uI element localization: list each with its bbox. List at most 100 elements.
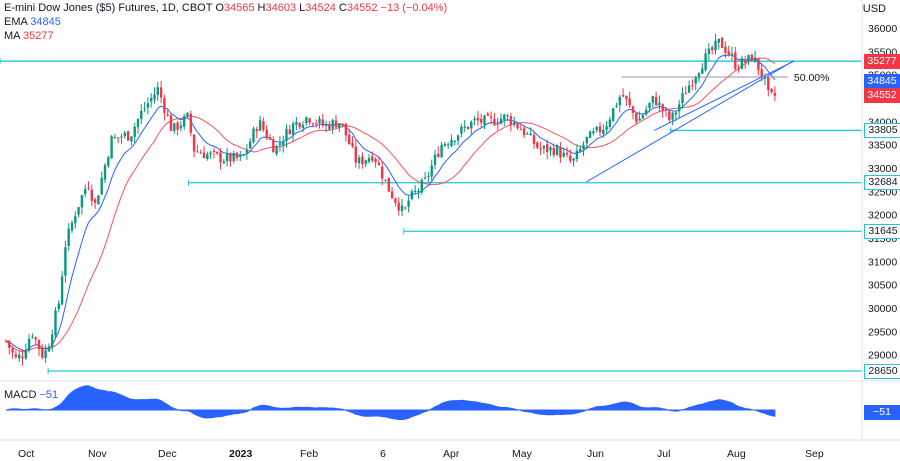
candle-body bbox=[489, 116, 493, 118]
fib-label: 50.00% bbox=[794, 72, 830, 84]
candle-body bbox=[450, 139, 453, 146]
trendlines bbox=[586, 60, 795, 183]
candle-body bbox=[295, 122, 298, 125]
candle-body bbox=[255, 129, 258, 132]
candle-body bbox=[31, 336, 34, 338]
candle-body bbox=[470, 121, 473, 129]
candle-body bbox=[572, 158, 575, 161]
close-value: 34552 bbox=[346, 2, 378, 14]
candle-body bbox=[407, 200, 410, 207]
candle-body bbox=[239, 154, 242, 158]
candle-body bbox=[57, 303, 60, 310]
candle-body bbox=[483, 115, 486, 125]
candle-body bbox=[173, 123, 176, 131]
candle-body bbox=[684, 93, 687, 95]
candle-body bbox=[506, 115, 509, 117]
candle-body bbox=[37, 340, 41, 350]
candle-body bbox=[21, 356, 24, 359]
ma-line bbox=[5, 57, 776, 353]
candle-body bbox=[298, 122, 301, 128]
chart-title: E-mini Dow Jones ($5) Futures, 1D, CBOT … bbox=[4, 1, 447, 15]
candle-body bbox=[433, 154, 437, 165]
candle-body bbox=[575, 150, 579, 160]
candle-body bbox=[305, 117, 308, 124]
candle-body bbox=[466, 126, 470, 129]
close-label: C bbox=[338, 2, 347, 14]
low-label: L bbox=[299, 2, 306, 14]
candle-body bbox=[760, 69, 763, 78]
candle-body bbox=[282, 141, 285, 146]
candle-body bbox=[394, 198, 397, 203]
candle-body bbox=[166, 114, 169, 116]
candle-body bbox=[747, 55, 750, 62]
candle-body bbox=[770, 89, 773, 93]
candle-body bbox=[54, 310, 57, 336]
candle-body bbox=[153, 94, 156, 100]
candle-body bbox=[390, 191, 394, 199]
candle-body bbox=[34, 337, 37, 340]
candle-body bbox=[704, 53, 707, 71]
candle-body bbox=[51, 334, 54, 347]
candle-body bbox=[315, 123, 318, 125]
candle-body bbox=[338, 122, 341, 129]
candle-body bbox=[93, 199, 97, 203]
y-tick-label: 29500 bbox=[868, 326, 897, 338]
candle-body bbox=[357, 157, 361, 163]
candle-body bbox=[453, 140, 456, 142]
candle-body bbox=[183, 116, 186, 127]
x-tick-label: Jun bbox=[587, 448, 604, 460]
candle-body bbox=[678, 104, 681, 112]
macd-legend[interactable]: MACD −51 bbox=[4, 389, 58, 401]
candle-body bbox=[123, 132, 126, 137]
candle-body bbox=[285, 128, 288, 141]
candle-body bbox=[258, 119, 262, 131]
candle-body bbox=[493, 118, 496, 126]
candle-body bbox=[621, 95, 625, 97]
y-tick-label: 31000 bbox=[868, 256, 897, 268]
ma-series bbox=[5, 57, 776, 353]
candle-body bbox=[612, 108, 615, 121]
candle-body bbox=[697, 73, 701, 79]
candle-body bbox=[555, 145, 559, 155]
low-value: 34524 bbox=[305, 2, 336, 14]
candle-body bbox=[516, 123, 519, 129]
candle-body bbox=[720, 37, 724, 48]
candle-body bbox=[585, 136, 588, 144]
high-value: 34603 bbox=[265, 2, 297, 14]
candle-body bbox=[44, 350, 47, 359]
candle-body bbox=[354, 146, 357, 163]
x-tick-label: Dec bbox=[158, 448, 177, 460]
candle-body bbox=[219, 152, 222, 163]
candle-body bbox=[324, 124, 328, 126]
candle-body bbox=[618, 96, 621, 106]
candle-body bbox=[773, 92, 777, 96]
x-tick-label: 2023 bbox=[229, 448, 253, 460]
candle-body bbox=[60, 276, 64, 305]
candle-body bbox=[70, 222, 74, 231]
candle-body bbox=[598, 126, 602, 133]
ma-legend[interactable]: MA 35277 bbox=[4, 29, 54, 43]
candle-body bbox=[189, 113, 192, 133]
symbol-title: E-mini Dow Jones ($5) Futures, 1D, CBOT bbox=[4, 2, 213, 14]
macd-label: MACD bbox=[4, 389, 37, 401]
candle-body bbox=[427, 175, 430, 177]
ema-legend[interactable]: EMA 34845 bbox=[4, 15, 61, 29]
candle-body bbox=[163, 98, 166, 113]
candle-body bbox=[136, 119, 140, 128]
candle-body bbox=[387, 177, 390, 192]
candle-body bbox=[730, 53, 734, 55]
candle-body bbox=[156, 87, 159, 95]
candle-body bbox=[278, 143, 282, 146]
candle-body bbox=[192, 134, 196, 152]
x-tick-label: Aug bbox=[727, 448, 746, 460]
candle-body bbox=[463, 126, 466, 128]
candle-body bbox=[8, 340, 11, 348]
candle-body bbox=[724, 46, 727, 53]
candle-body bbox=[24, 350, 27, 359]
horizontal-levels bbox=[0, 58, 862, 374]
candle-body bbox=[265, 129, 268, 139]
candle-body bbox=[80, 195, 84, 208]
candle-body bbox=[384, 179, 387, 181]
candle-body bbox=[404, 207, 407, 209]
